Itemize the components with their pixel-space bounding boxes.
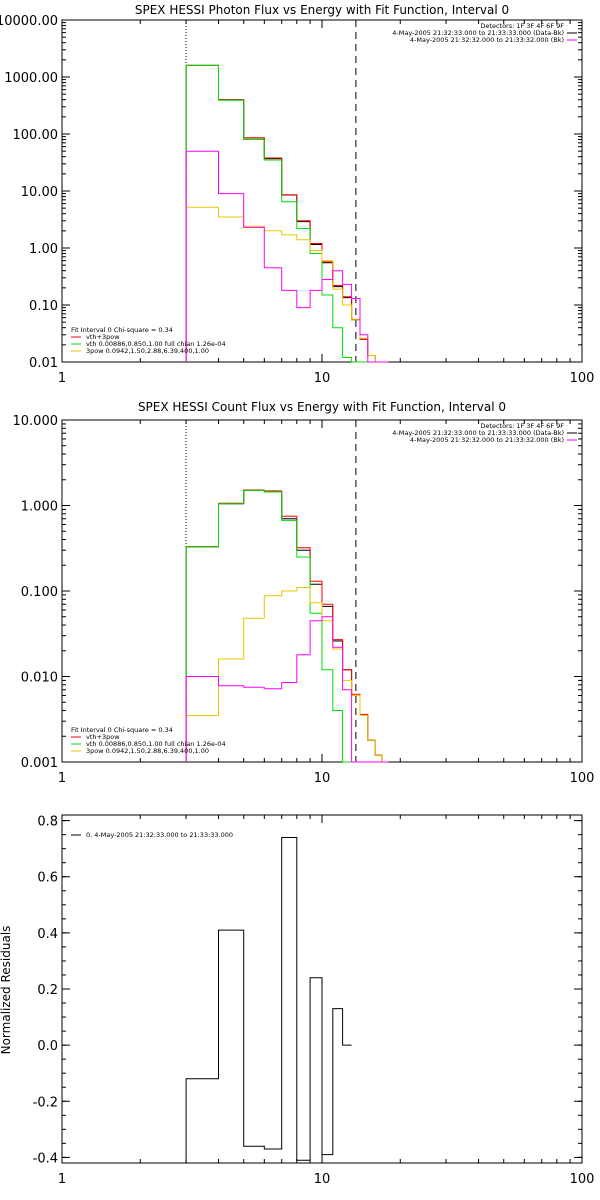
residuals-y-label: Normalized Residuals [0,926,13,1055]
count-histogram-series [185,587,389,763]
y-tick-label: 0.100 [21,585,58,600]
residual-histogram-series [185,837,352,1163]
count-flux-panel: SPEX HESSI Count Flux vs Energy with Fit… [13,400,595,786]
count-histogram-series [185,489,389,763]
x-tick-label: 1 [58,371,66,386]
y-tick-label: -0.2 [33,1095,58,1110]
legend-entry: vth+3pow [86,333,120,341]
legend-entry: vth+3pow [86,733,120,741]
detectors-label: Detectors: 1F 3F 4F 6F 9F [480,22,564,30]
y-tick-label: 0.001 [21,756,58,771]
x-tick-label: 10 [314,1172,331,1187]
photon-histogram-series [185,150,389,363]
y-tick-label: 0.010 [21,671,58,686]
photon-histogram-series [185,64,389,363]
photon-plot-frame [61,19,583,363]
photon-flux-title: SPEX HESSI Photon Flux vs Energy with Fi… [135,3,509,17]
count-flux-title: SPEX HESSI Count Flux vs Energy with Fit… [138,400,506,414]
y-tick-label: -0.4 [33,1151,58,1166]
legend-entry: vth 0.00886,0.850,1.00 full chian 1.26e-… [86,740,226,748]
legend-entry: vth 0.00886,0.850,1.00 full chian 1.26e-… [86,340,226,348]
y-tick-label: 0.10 [29,299,58,314]
y-tick-label: 10.000 [13,414,59,429]
x-tick-label: 100 [570,371,595,386]
fit-legend-header: Fit Interval 0 Chi-square = 0.34 [71,326,173,334]
y-tick-label: 1.000 [21,500,58,515]
x-tick-label: 10 [314,371,331,386]
y-tick-label: 0.4 [37,927,58,942]
y-tick-label: 10000.00 [0,14,58,29]
y-tick-label: 1.00 [29,242,58,257]
legend-entry: 3pow 0.0942,1.50,2.88,6.39,400,1.00 [86,347,209,355]
y-tick-label: 10.00 [21,185,58,200]
x-tick-label: 1 [58,771,66,786]
time-range-label: 4-May-2005 21:32:32.000 to 21:33:32.000 … [410,36,564,44]
residuals-panel: Normalized Residuals 1 10 100 -0.4 -0.2 0.0 0.… [0,814,595,1187]
photon-flux-panel: SPEX HESSI Photon Flux vs Energy with Fi… [0,3,594,386]
y-tick-label: 0.6 [37,871,58,886]
photon-histogram-series [185,206,389,363]
detectors-label: Detectors: 1F 3F 4F 6F 9F [480,422,564,430]
x-tick-label: 100 [570,1172,595,1187]
x-tick-label: 10 [314,771,331,786]
legend-entry: 0. 4-May-2005 21:32:33.000 to 21:33:33.0… [86,831,233,839]
y-tick-label: 0.01 [29,356,58,371]
y-tick-label: 100.00 [13,128,59,143]
y-tick-label: 0.0 [37,1039,58,1054]
count-histogram-series [185,616,389,763]
time-range-label: 4-May-2005 21:32:32.000 to 21:33:32.000 … [410,436,564,444]
x-tick-label: 1 [58,1172,66,1187]
legend-entry: 3pow 0.0942,1.50,2.88,6.39,400,1.00 [86,747,209,755]
time-range-label: 4-May-2005 21:32:33.000 to 21:33:33.000 … [392,429,564,437]
y-tick-label: 0.2 [37,983,58,998]
photon-histogram-series [185,64,389,363]
y-tick-label: 0.8 [37,815,58,830]
y-tick-label: 1000.00 [4,71,58,86]
count-histogram-series [185,489,389,763]
photon-histogram-series [185,64,389,363]
time-range-label: 4-May-2005 21:32:33.000 to 21:33:33.000 … [392,29,564,37]
fit-legend-header: Fit Interval 0 Chi-square = 0.34 [71,726,173,734]
count-histogram-series [185,489,389,763]
x-tick-label: 100 [570,771,595,786]
